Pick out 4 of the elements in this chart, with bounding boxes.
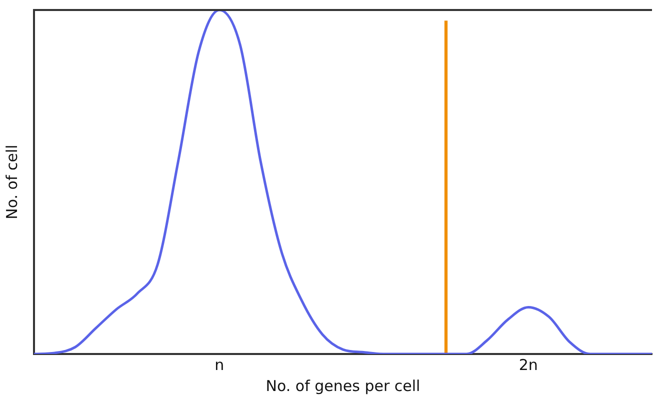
x-axis-title: No. of genes per cell	[266, 376, 420, 395]
x-tick-label: n	[214, 356, 224, 374]
y-axis-title: No. of cell	[2, 144, 21, 220]
x-tick-label: 2n	[518, 356, 538, 374]
